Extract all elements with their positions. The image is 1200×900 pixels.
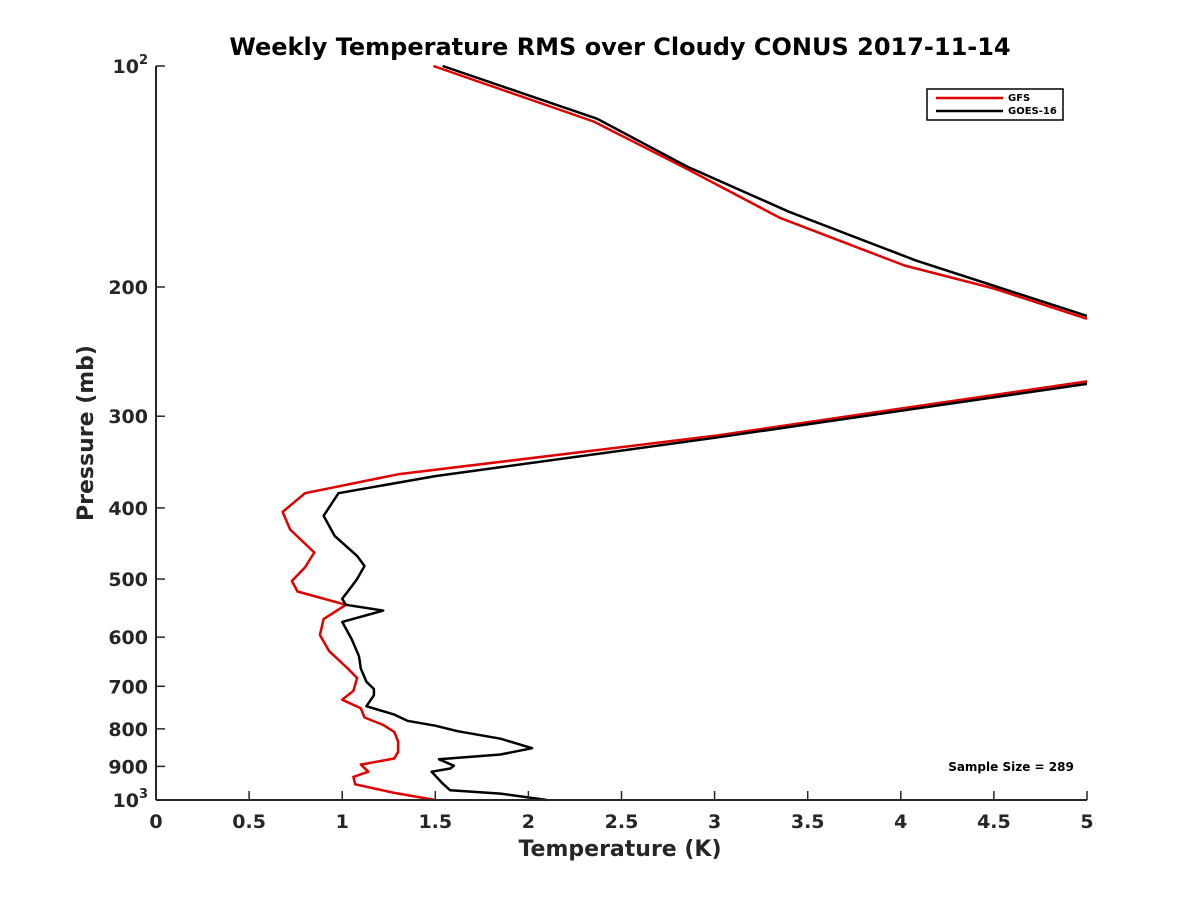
x-tick-label: 4.5 <box>977 811 1011 833</box>
x-tick-label: 1.5 <box>418 811 452 833</box>
y-tick-label: 400 <box>108 498 148 520</box>
legend-label-gfs: GFS <box>1008 93 1030 104</box>
series-line-gfs-segment-2 <box>281 380 1087 802</box>
plot-area <box>281 64 1087 802</box>
y-tick-label: 200 <box>108 277 148 299</box>
x-axis-ticks: 0 0.5 1 1.5 2 2.5 3 3.5 4 4.5 5 <box>149 791 1094 833</box>
legend-label-goes16: GOES-16 <box>1008 106 1057 117</box>
y-tick-label: 500 <box>108 569 148 591</box>
x-tick-label: 3.5 <box>791 811 825 833</box>
y-tick-label: 300 <box>108 406 148 428</box>
chart-title: Weekly Temperature RMS over Cloudy CONUS… <box>229 33 1010 61</box>
y-tick-label: 102 <box>113 53 149 78</box>
x-tick-label: 3 <box>708 811 721 833</box>
y-tick-label: 103 <box>113 787 149 812</box>
y-tick-label: 900 <box>108 756 148 778</box>
legend-box <box>926 88 1064 121</box>
x-axis-label: Temperature (K) <box>518 837 721 862</box>
series-line-goes16-segment-1 <box>442 64 1087 318</box>
x-tick-label: 0 <box>149 811 162 833</box>
y-axis-label: Pressure (mb) <box>74 345 99 521</box>
legend: GFS GOES-16 <box>926 88 1064 121</box>
x-tick-label: 2 <box>522 811 535 833</box>
series-line-goes16-segment-2 <box>322 382 1087 802</box>
x-tick-label: 4 <box>894 811 907 833</box>
x-tick-label: 1 <box>336 811 349 833</box>
y-tick-label: 600 <box>108 627 148 649</box>
y-tick-label: 800 <box>108 719 148 741</box>
y-tick-label: 700 <box>108 676 148 698</box>
x-tick-label: 0.5 <box>232 811 266 833</box>
x-tick-label: 5 <box>1080 811 1093 833</box>
x-tick-label: 2.5 <box>605 811 639 833</box>
y-axis-ticks: 102 200 300 400 500 600 700 800 900 103 <box>108 53 165 812</box>
sample-size-annotation: Sample Size = 289 <box>948 760 1074 774</box>
series-line-gfs-segment-1 <box>432 64 1087 320</box>
